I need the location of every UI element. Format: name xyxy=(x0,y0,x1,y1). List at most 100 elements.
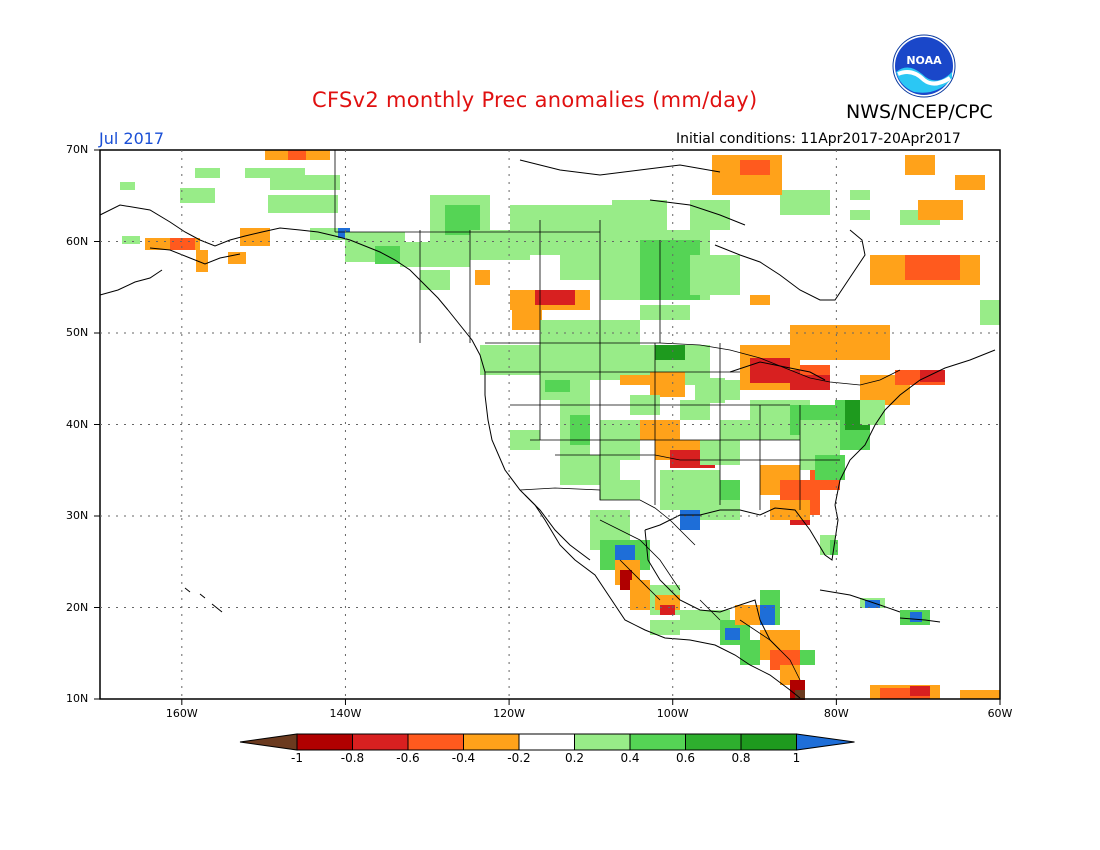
anomaly-cell-green xyxy=(720,480,740,500)
anomaly-cell-light_green xyxy=(600,480,640,500)
anomaly-cell-red_orange xyxy=(880,688,930,699)
anomaly-cell-light_green xyxy=(195,168,220,178)
anomaly-cell-light_green xyxy=(122,236,140,244)
anomaly-cell-light_green xyxy=(980,300,1000,325)
anomaly-cell-orange xyxy=(630,580,650,610)
anomaly-cell-orange xyxy=(750,295,770,305)
anomaly-cell-orange xyxy=(640,420,680,440)
anomaly-cell-light_green xyxy=(180,188,215,203)
anomaly-cell-light_green xyxy=(120,182,135,190)
lat-label: 60N xyxy=(66,234,89,248)
coastlines xyxy=(99,159,996,699)
anomaly-cell-light_green xyxy=(270,175,340,190)
lat-label: 50N xyxy=(66,326,89,339)
colorbar-segment xyxy=(352,733,409,751)
anomaly-cell-orange xyxy=(196,250,208,272)
anomaly-cell-orange xyxy=(240,228,270,246)
anomaly-cell-light_green xyxy=(650,620,680,635)
anomaly-cell-light_green xyxy=(850,190,870,200)
anomaly-cell-light_green xyxy=(780,190,830,215)
anomaly-cell-light_green xyxy=(245,168,305,178)
cuba xyxy=(819,589,901,613)
anomaly-cell-orange xyxy=(512,310,542,330)
anomaly-cell-blue xyxy=(865,600,880,608)
anomaly-cell-blue xyxy=(680,510,700,530)
us-mexico-border xyxy=(519,487,696,546)
anomaly-cell-green xyxy=(570,415,590,445)
anomaly-cell-green xyxy=(545,380,570,392)
anomaly-cell-dark_green xyxy=(655,345,685,360)
arctic-islands xyxy=(519,159,721,176)
alaska-west-coast xyxy=(99,269,163,296)
colorbar-segment xyxy=(518,733,575,751)
anomaly-cell-blue xyxy=(725,628,740,640)
anomaly-cell-red xyxy=(910,686,930,696)
lat-label: 10N xyxy=(66,692,89,705)
anomaly-cell-green xyxy=(815,455,845,480)
anomaly-cell-blue xyxy=(910,612,922,622)
graticule xyxy=(100,150,1000,699)
colorbar-segment xyxy=(574,733,631,751)
anomaly-cell-light_green xyxy=(510,430,540,450)
anomaly-cell-light_green xyxy=(640,305,690,320)
colorbar-label: 0.6 xyxy=(675,751,696,765)
anomaly-cell-orange xyxy=(918,200,963,220)
lon-label: 80W xyxy=(823,707,849,720)
province-lines xyxy=(419,220,661,343)
anomaly-cell-light_green xyxy=(850,210,870,220)
lat-label: 70N xyxy=(66,143,89,156)
anomaly-cell-blue xyxy=(760,605,775,625)
atlantic-coast xyxy=(834,349,996,506)
anomaly-cell-orange xyxy=(228,252,246,264)
mexico-gulf-coast xyxy=(644,529,781,651)
anomaly-cell-red_orange xyxy=(905,255,960,280)
anomaly-cell-orange xyxy=(960,690,1000,699)
colorbar-label: 0.4 xyxy=(620,751,640,765)
lon-label: 100W xyxy=(656,707,689,720)
anomaly-cell-light_green xyxy=(860,400,885,425)
gulf-coast xyxy=(644,504,839,561)
anomaly-cell-light_green xyxy=(695,378,725,403)
anomaly-cell-orange xyxy=(955,175,985,190)
political-borders xyxy=(334,150,901,681)
colorbar-label: -0.6 xyxy=(396,751,420,765)
colorbar-segment xyxy=(629,733,686,751)
colorbar-segment xyxy=(296,733,353,751)
alaska-coast xyxy=(99,204,449,311)
noaa-logo: NOAA xyxy=(892,34,956,98)
us-canada-east-border xyxy=(699,344,901,386)
colorbar-segment xyxy=(740,733,797,751)
colorbar-segment xyxy=(407,733,464,751)
anomaly-cell-red xyxy=(920,370,945,382)
colorbar-label: 1 xyxy=(792,751,801,765)
lat-label: 20N xyxy=(66,600,89,614)
logo-text: NOAA xyxy=(906,54,942,67)
anomaly-cell-red_orange xyxy=(800,365,830,375)
colorbar-label: -0.4 xyxy=(451,751,476,765)
anomaly-cell-light_green xyxy=(690,255,740,295)
anomaly-cell-orange xyxy=(905,155,935,175)
lon-label: 160W xyxy=(165,707,198,720)
map-title: CFSv2 monthly Prec anomalies (mm/day) xyxy=(312,88,758,112)
baja-coast xyxy=(524,494,591,561)
anomaly-cell-light_green xyxy=(725,380,740,400)
anomaly-cell-light_green xyxy=(420,270,450,290)
anomaly-cell-red xyxy=(535,290,575,305)
anomaly-cell-light_green xyxy=(690,200,730,230)
hudson-bay xyxy=(714,229,866,301)
lon-label: 140W xyxy=(329,707,362,720)
colorbar-label: 0.8 xyxy=(731,751,751,765)
pacific-coast xyxy=(447,309,801,699)
anomaly-cell-light_green xyxy=(268,195,338,213)
anomaly-cell-blue xyxy=(338,228,350,238)
anomaly-cell-light_green xyxy=(540,320,640,380)
colorbar-label: -0.8 xyxy=(340,751,365,765)
central-america xyxy=(739,619,801,681)
alaska-peninsula xyxy=(149,247,241,265)
anomaly-cell-orange xyxy=(620,375,650,385)
anomaly-cell-light_green xyxy=(720,420,750,440)
anomaly-cell-light_green xyxy=(680,610,730,630)
colorbar-segment xyxy=(685,733,742,751)
org-label: NWS/NCEP/CPC xyxy=(846,101,993,123)
hawaii xyxy=(184,587,223,613)
